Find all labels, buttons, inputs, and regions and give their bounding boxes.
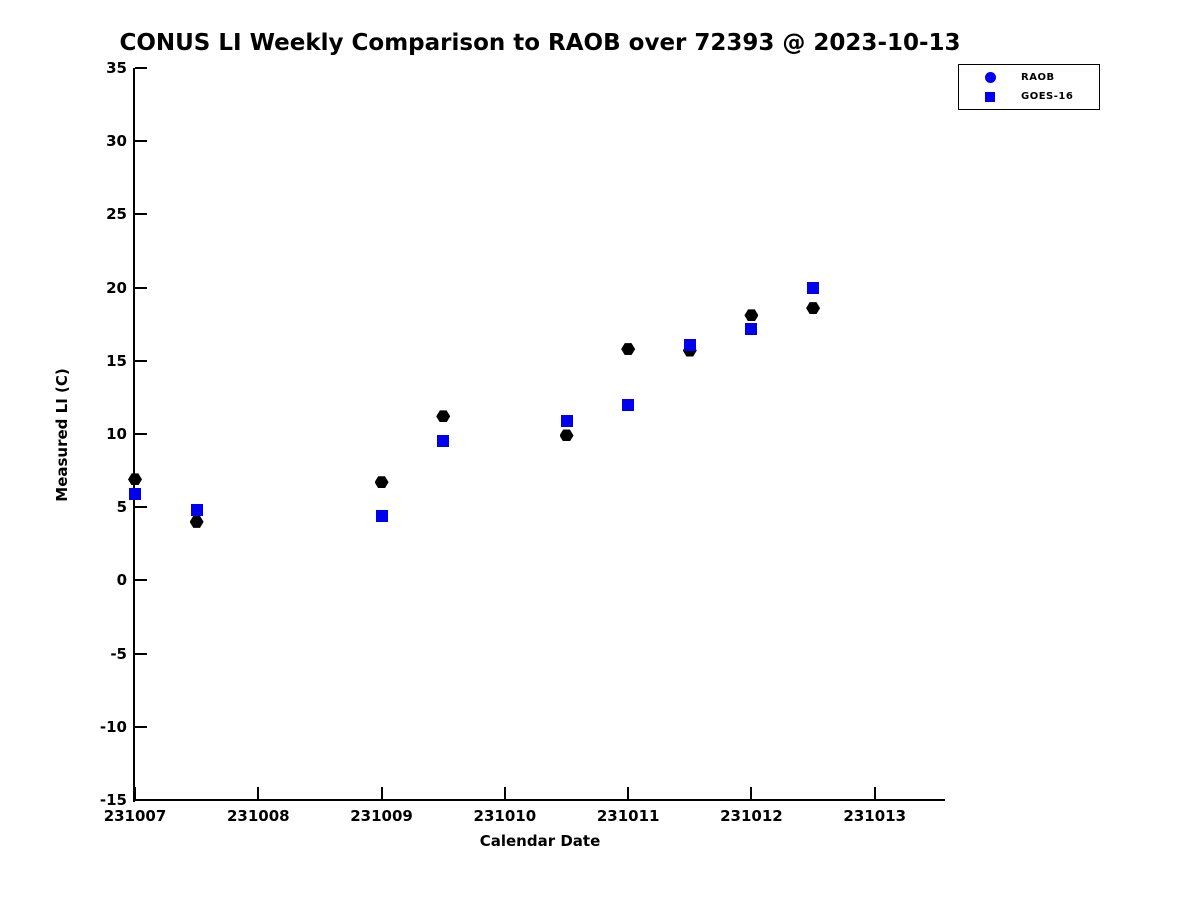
data-point-goes-16 — [683, 338, 696, 351]
y-tick-mark — [135, 359, 147, 362]
x-tick-label: 231011 — [596, 807, 660, 825]
x-tick-mark — [627, 787, 630, 799]
x-tick-label: 231009 — [350, 807, 413, 825]
chart-title: CONUS LI Weekly Comparison to RAOB over … — [119, 30, 961, 56]
x-tick-mark — [134, 787, 136, 799]
y-tick-label: 35 — [106, 59, 127, 77]
x-tick-label: 231013 — [843, 807, 907, 825]
data-point-raob — [806, 302, 821, 315]
data-point-raob — [189, 515, 204, 528]
y-tick-label: -15 — [99, 791, 127, 809]
y-tick-mark — [135, 67, 147, 69]
data-point-raob — [621, 343, 636, 356]
goes-16-square-icon — [985, 91, 995, 102]
legend: RAOB GOES-16 — [958, 64, 1100, 110]
legend-item-goes-16: GOES-16 — [959, 88, 1099, 106]
x-axis-label: Calendar Date — [479, 832, 601, 850]
x-tick-mark — [503, 787, 506, 799]
legend-label-raob: RAOB — [1021, 72, 1055, 83]
y-tick-label: 15 — [106, 351, 127, 370]
y-tick-mark — [135, 433, 147, 435]
x-tick-mark — [257, 787, 260, 799]
data-point-raob — [128, 473, 142, 486]
x-tick-mark — [873, 787, 876, 799]
x-tick-label: 231012 — [720, 807, 783, 825]
y-tick-mark — [135, 213, 147, 216]
y-axis-spine — [133, 68, 135, 802]
data-point-raob — [374, 476, 389, 489]
y-tick-mark — [135, 725, 147, 728]
y-tick-mark — [135, 286, 147, 289]
y-tick-label: 30 — [106, 132, 127, 151]
legend-item-raob: RAOB — [959, 69, 1099, 87]
y-tick-mark — [135, 652, 147, 655]
data-point-goes-16 — [129, 488, 141, 501]
y-tick-mark — [135, 799, 147, 801]
data-point-goes-16 — [375, 509, 388, 522]
raob-circle-icon — [984, 72, 996, 83]
legend-marker-cell — [959, 72, 1021, 83]
y-tick-label: 0 — [116, 571, 127, 590]
x-axis-spine — [133, 799, 945, 801]
data-point-raob — [436, 410, 451, 423]
data-point-goes-16 — [807, 281, 820, 294]
x-tick-label: 231010 — [473, 807, 537, 825]
y-tick-label: -10 — [99, 717, 127, 736]
data-point-goes-16 — [437, 435, 450, 448]
data-point-goes-16 — [190, 504, 203, 517]
x-tick-label: 231007 — [103, 807, 167, 825]
y-tick-label: 10 — [106, 425, 127, 443]
y-tick-label: -5 — [110, 644, 127, 663]
y-tick-label: 20 — [106, 278, 127, 297]
data-point-goes-16 — [560, 414, 573, 427]
data-point-goes-16 — [745, 322, 758, 335]
x-tick-mark — [750, 787, 753, 799]
y-tick-label: 25 — [106, 205, 127, 224]
y-tick-mark — [135, 579, 147, 582]
legend-marker-cell — [959, 91, 1021, 102]
y-tick-mark — [135, 140, 147, 143]
data-point-raob — [744, 309, 759, 322]
data-point-goes-16 — [622, 398, 635, 411]
data-point-raob — [559, 429, 574, 442]
y-tick-label: 5 — [116, 498, 127, 517]
legend-label-goes-16: GOES-16 — [1021, 91, 1074, 102]
y-tick-mark — [135, 506, 147, 509]
x-tick-label: 231008 — [226, 807, 290, 825]
x-tick-mark — [380, 787, 383, 799]
